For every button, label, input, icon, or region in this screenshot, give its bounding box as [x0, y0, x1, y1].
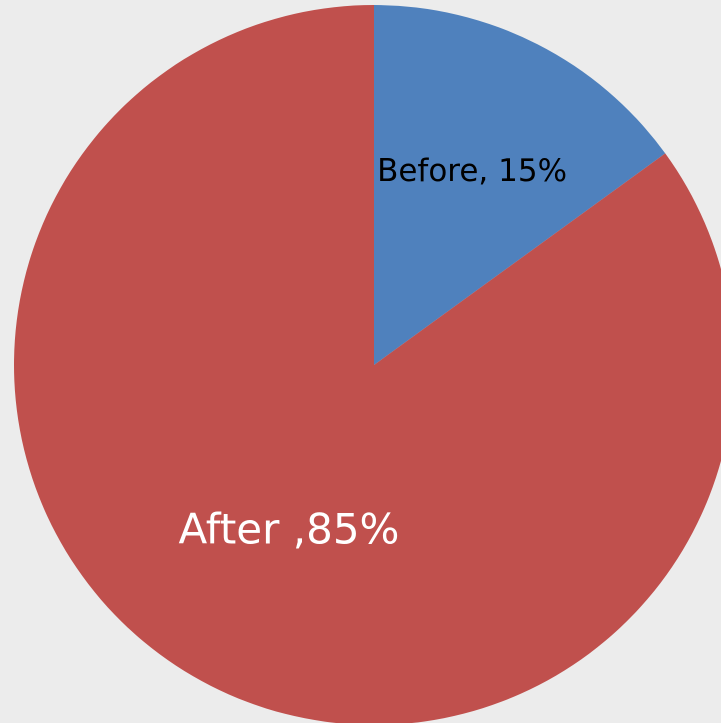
data-label-after: After ,85%: [179, 504, 400, 553]
pie-slice-after: [14, 5, 721, 723]
pie-slice-before: [374, 5, 666, 365]
data-label-before: Before, 15%: [377, 153, 567, 189]
